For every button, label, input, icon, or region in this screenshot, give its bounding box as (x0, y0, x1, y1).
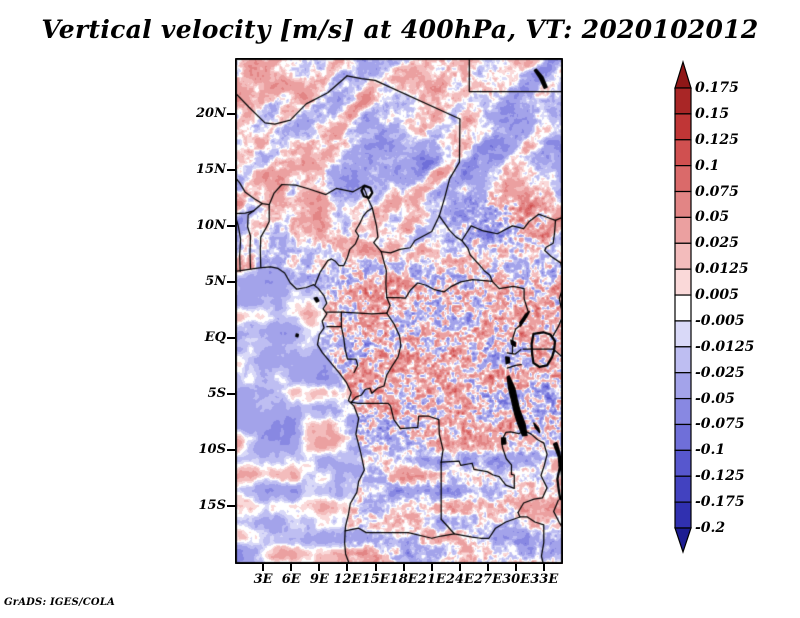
colorbar-label: 0.025 (695, 235, 739, 252)
colorbar-segment (674, 501, 692, 529)
colorbar-segment (674, 165, 692, 193)
y-tick-label: 10N (196, 217, 226, 233)
map-canvas (235, 58, 563, 564)
colorbar-segment (674, 268, 692, 296)
y-tick (227, 504, 235, 507)
colorbar-segment (674, 216, 692, 244)
colorbar-segment (674, 372, 692, 400)
x-tick (402, 564, 405, 571)
x-tick-label: 27E (474, 572, 503, 587)
x-tick-label: 18E (389, 572, 418, 587)
colorbar-label: 0.1 (695, 157, 720, 174)
y-tick-label: 5S (207, 385, 226, 401)
colorbar-label: 0.005 (695, 287, 739, 304)
colorbar-bottom-arrow (674, 527, 692, 554)
colorbar-segment (674, 320, 692, 348)
colorbar-segment (674, 346, 692, 374)
x-tick (458, 564, 461, 571)
y-tick-label: 5N (205, 273, 226, 289)
colorbar-segment (674, 113, 692, 141)
colorbar-label: -0.075 (695, 416, 745, 433)
x-tick (543, 564, 546, 571)
y-tick (227, 448, 235, 451)
colorbar-segment (674, 139, 692, 167)
colorbar-segment (674, 475, 692, 503)
x-tick (346, 564, 349, 571)
x-tick-label: 33E (530, 572, 559, 587)
y-tick (227, 280, 235, 283)
x-tick (515, 564, 518, 571)
colorbar-label: 0.15 (695, 105, 730, 122)
y-tick-label: 20N (196, 105, 226, 121)
colorbar-label: 0.05 (695, 209, 730, 226)
colorbar-label: -0.2 (695, 519, 726, 536)
colorbar-label: -0.175 (695, 494, 745, 511)
colorbar-segment (674, 449, 692, 477)
colorbar-label: -0.025 (695, 364, 745, 381)
colorbar-label: -0.0125 (695, 338, 755, 355)
y-tick-label: 15S (198, 497, 226, 513)
colorbar-label: 0.0125 (695, 261, 749, 278)
x-tick (374, 564, 377, 571)
colorbar-top-arrow (674, 60, 692, 89)
x-tick (318, 564, 321, 571)
colorbar-label: -0.005 (695, 312, 745, 329)
grads-credit: GrADS: IGES/COLA (4, 597, 116, 608)
colorbar-segment (674, 423, 692, 451)
colorbar-label: -0.1 (695, 442, 726, 459)
colorbar-label: -0.05 (695, 390, 735, 407)
x-tick (290, 564, 293, 571)
colorbar-segment (674, 242, 692, 270)
x-tick-label: 12E (333, 572, 362, 587)
y-tick (227, 112, 235, 115)
colorbar-label: 0.125 (695, 131, 739, 148)
y-tick-label: EQ (204, 329, 226, 345)
colorbar-label: 0.175 (695, 80, 739, 96)
x-tick-label: 3E (253, 572, 273, 587)
colorbar-segment (674, 294, 692, 322)
colorbar-label: -0.125 (695, 468, 745, 485)
y-tick (227, 336, 235, 339)
y-tick (227, 224, 235, 227)
colorbar-segment (674, 190, 692, 219)
colorbar-segment (674, 87, 692, 115)
x-tick (487, 564, 490, 571)
x-tick-label: 9E (309, 572, 329, 587)
y-tick-label: 15N (196, 161, 226, 177)
x-tick-label: 6E (281, 572, 301, 587)
x-tick-label: 15E (361, 572, 390, 587)
x-tick-label: 21E (417, 572, 446, 587)
x-tick-label: 24E (445, 572, 474, 587)
y-tick-label: 10S (198, 441, 226, 457)
x-tick (262, 564, 265, 571)
colorbar (674, 60, 692, 554)
colorbar-segment (674, 397, 692, 426)
x-tick-label: 30E (502, 572, 531, 587)
x-tick (430, 564, 433, 571)
y-tick (227, 168, 235, 171)
plot-title: Vertical velocity [m/s] at 400hPa, VT: 2… (41, 15, 759, 44)
colorbar-label: 0.075 (695, 183, 739, 200)
y-tick (227, 392, 235, 395)
